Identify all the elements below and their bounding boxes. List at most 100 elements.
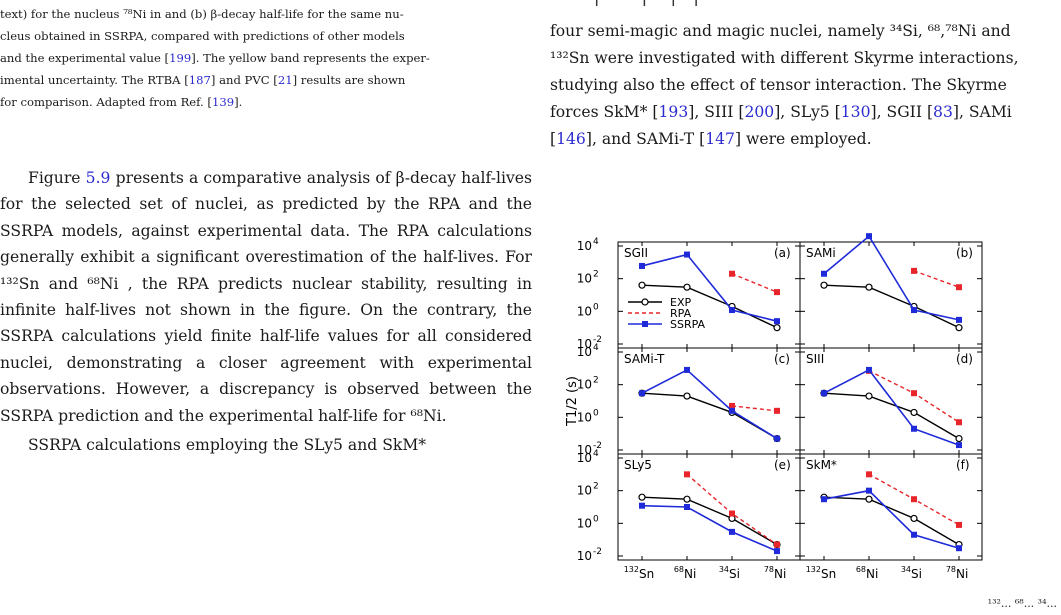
series-line-ssrpa xyxy=(641,504,778,552)
y-tick-label: 10 xyxy=(577,239,592,253)
citation-link[interactable]: 21 xyxy=(277,73,293,87)
y-tick-label: 10 xyxy=(577,345,592,359)
y-tick-exponent: 0 xyxy=(593,408,599,418)
series-line-ssrpa xyxy=(823,234,960,321)
x-tick-label: Sn xyxy=(821,567,836,581)
data-point-rpa xyxy=(684,471,690,478)
panel-letter: (b) xyxy=(956,246,973,260)
text: ], and SAMi-T [ xyxy=(585,130,706,148)
x-tick-label: Ni xyxy=(774,567,786,581)
citation-link[interactable]: 147 xyxy=(705,130,735,148)
data-point-ssrpa xyxy=(684,366,690,373)
x-tick-label: Ni xyxy=(866,567,878,581)
data-point-rpa xyxy=(774,407,780,414)
data-point-ssrpa xyxy=(639,262,645,269)
figure-link[interactable]: 5.9 xyxy=(85,169,111,187)
data-point-exp xyxy=(683,392,691,400)
data-point-ssrpa xyxy=(774,548,780,555)
caption-line-3: and the experimental value [199]. The ye… xyxy=(0,47,532,69)
paragraph: Figure 5.9 presents a comparative analys… xyxy=(0,165,532,429)
data-point-rpa xyxy=(956,521,962,528)
data-point-ssrpa xyxy=(866,233,872,240)
x-tick-mass-number: 132 xyxy=(806,565,821,574)
y-tick-label: 10 xyxy=(577,304,592,318)
series-line-exp xyxy=(641,284,778,329)
x-tick-mass-number: 34 xyxy=(719,565,729,574)
text-line: forces SkM* [193], SIII [200], SLy5 [130… xyxy=(550,99,1052,126)
citation-link[interactable]: 193 xyxy=(658,103,689,121)
caption-line-1: text) for the nucleus ⁷⁸Ni in and (b) β-… xyxy=(0,7,404,21)
series-line-exp xyxy=(823,284,960,329)
data-point-rpa xyxy=(911,390,917,397)
data-point-ssrpa xyxy=(956,545,962,552)
y-tick-label: 10 xyxy=(577,549,592,563)
panel-letter: (d) xyxy=(956,352,973,366)
caption-line-5: for comparison. Adapted from Ref. [139]. xyxy=(0,91,532,113)
data-point-ssrpa xyxy=(774,318,780,325)
citation-link[interactable]: 146 xyxy=(556,130,586,148)
text: ], SGII [ xyxy=(870,103,934,121)
data-point-rpa xyxy=(774,289,780,296)
y-tick-exponent: 2 xyxy=(593,376,599,386)
y-tick-label: 10 xyxy=(577,484,592,498)
x-tick-mass-number: 68 xyxy=(856,565,866,574)
caption-text: and the experimental value [ xyxy=(0,51,170,65)
y-tick-label: 10 xyxy=(577,451,592,465)
panel-name: SAMi-T xyxy=(624,352,665,366)
panel-letter: (f) xyxy=(956,458,970,472)
data-point-rpa xyxy=(729,510,735,517)
data-point-ssrpa xyxy=(639,390,645,397)
data-point-ssrpa xyxy=(729,528,735,535)
y-tick-exponent: 2 xyxy=(593,270,599,280)
citation-link[interactable]: 139 xyxy=(211,95,235,109)
text: ], SAMi xyxy=(952,103,1012,121)
caption-text: ]. The yellow band represents the exper- xyxy=(191,51,430,65)
x-tick-label: Si xyxy=(729,567,740,581)
legend-marker-exp xyxy=(641,298,649,306)
data-point-rpa xyxy=(911,496,917,503)
text-line: [146], and SAMi-T [147] were employed. xyxy=(550,126,1052,153)
data-point-exp xyxy=(865,392,873,400)
citation-link[interactable]: 199 xyxy=(169,51,192,65)
data-point-ssrpa xyxy=(911,531,917,538)
x-tick-mass-number: 78 xyxy=(764,565,774,574)
paragraph-text: presents a comparative analysis of β-dec… xyxy=(0,169,532,425)
data-point-ssrpa xyxy=(866,366,872,373)
citation-link[interactable]: 200 xyxy=(744,103,775,121)
panel-name: SLy5 xyxy=(624,458,652,472)
y-tick-label: 10 xyxy=(577,272,592,286)
citation-link[interactable]: 83 xyxy=(933,103,953,121)
y-tick-label: 10 xyxy=(577,410,592,424)
series-line-ssrpa xyxy=(641,253,778,322)
body-text-right: four semi-magic and magic nuclei, namely… xyxy=(550,18,1052,153)
data-point-ssrpa xyxy=(866,487,872,494)
right-column: ..., ... [..., ...] ... [...], ... four … xyxy=(550,0,1052,153)
text-line: four semi-magic and magic nuclei, namely… xyxy=(550,22,1011,40)
data-point-exp xyxy=(820,281,828,289)
y-tick-exponent: -2 xyxy=(593,441,602,451)
data-point-exp xyxy=(955,324,963,332)
data-point-ssrpa xyxy=(821,390,827,397)
y-tick-exponent: 0 xyxy=(593,302,599,312)
caption-text: ] and PVC [ xyxy=(210,73,278,87)
x-tick-label: Ni xyxy=(956,567,968,581)
data-point-ssrpa xyxy=(821,270,827,277)
legend-label: RPA xyxy=(670,307,692,320)
series-line-ssrpa xyxy=(823,489,960,549)
data-point-ssrpa xyxy=(956,442,962,449)
series-line-exp xyxy=(823,496,960,546)
text: ] were employed. xyxy=(734,130,872,148)
data-point-ssrpa xyxy=(684,504,690,510)
caption-text: for comparison. Adapted from Ref. [ xyxy=(0,95,212,109)
caption-text: ] results are shown xyxy=(292,73,406,87)
citation-link[interactable]: 187 xyxy=(188,73,211,87)
caption-text: ]. xyxy=(234,95,243,109)
data-point-ssrpa xyxy=(639,502,645,509)
series-line-ssrpa xyxy=(823,368,960,446)
citation-link[interactable]: 130 xyxy=(840,103,871,121)
text-line: ¹³²Sn were investigated with different S… xyxy=(550,49,1019,67)
series-line-rpa xyxy=(731,405,778,412)
data-point-exp xyxy=(773,324,781,332)
paragraph-text: Figure xyxy=(28,169,86,187)
x-tick-mass-number: 78 xyxy=(946,565,956,574)
